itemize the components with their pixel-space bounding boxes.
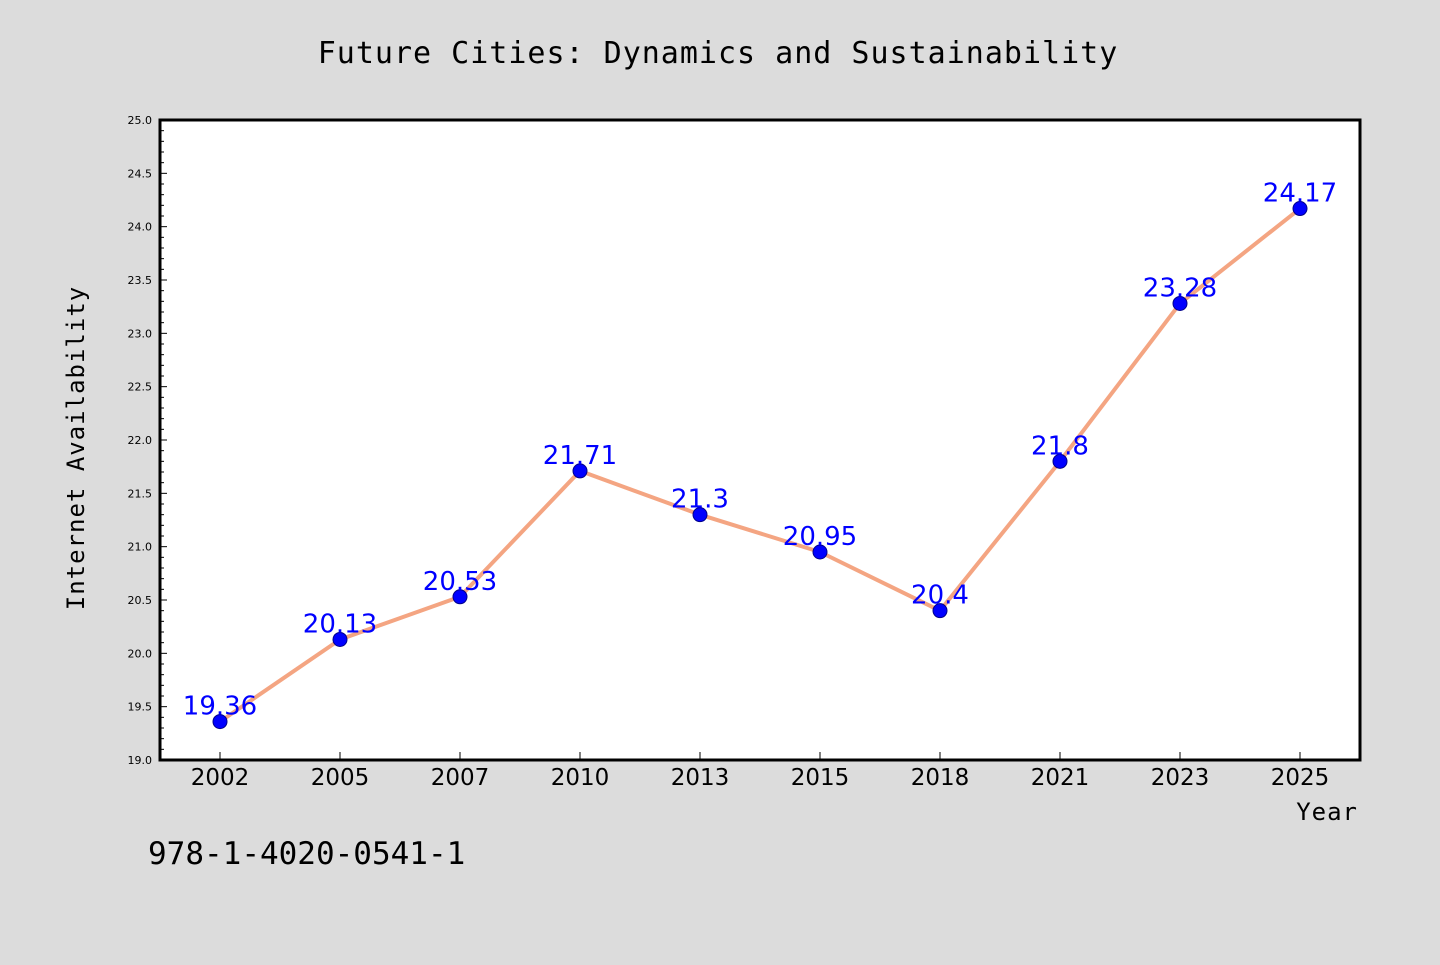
chart-title: Future Cities: Dynamics and Sustainabili…	[318, 36, 1119, 71]
series-line	[218, 206, 1302, 724]
data-label: 20.53	[423, 567, 497, 597]
data-point	[212, 714, 228, 730]
data-point	[692, 507, 708, 523]
data-labels: 19.36 20.13 20.53 21.71 21.3 20.95 20.4 21.8 23.…	[183, 179, 1337, 722]
data-label: 21.3	[671, 485, 729, 515]
x-axis-ticks: 2002 2005 2007 2010 2013 2015 2018 2021 2023 2025	[191, 752, 1330, 791]
y-tick-label: 22.5	[128, 381, 153, 394]
y-tick-label: 19.5	[128, 701, 153, 714]
y-tick-label: 19.0	[128, 754, 153, 767]
series-lines	[218, 206, 1302, 724]
y-tick-label: 24.5	[128, 167, 153, 180]
y-tick-label: 25.0	[128, 114, 153, 127]
data-point	[812, 544, 828, 560]
x-tick-label: 2018	[911, 765, 970, 791]
x-tick-label: 2015	[791, 765, 850, 791]
data-point	[1292, 201, 1308, 217]
y-tick-label: 23.5	[128, 274, 153, 287]
y-tick-label: 20.0	[128, 647, 153, 660]
y-tick-label: 20.5	[128, 594, 153, 607]
data-point	[452, 589, 468, 605]
series-markers	[212, 201, 1308, 730]
y-axis-ticks: 19.0 19.5 20.0 20.5 21.0 21.5 22.0 22.5 23.0 23.5…	[128, 114, 167, 767]
x-tick-label: 2013	[671, 765, 730, 791]
data-label: 24.17	[1263, 179, 1337, 209]
x-tick-label: 2007	[431, 765, 490, 791]
data-label: 20.13	[303, 609, 377, 639]
x-tick-label: 2010	[551, 765, 610, 791]
data-point	[1172, 295, 1188, 311]
data-label: 21.71	[543, 441, 617, 471]
data-point	[932, 603, 948, 619]
data-label: 21.8	[1031, 431, 1089, 461]
x-tick-label: 2023	[1151, 765, 1210, 791]
data-label: 20.95	[783, 522, 857, 552]
data-label: 20.4	[911, 581, 969, 611]
data-point	[572, 463, 588, 479]
data-label: 19.36	[183, 692, 257, 722]
y-tick-label: 24.0	[128, 221, 153, 234]
x-tick-label: 2002	[191, 765, 250, 791]
data-label: 23.28	[1143, 273, 1217, 303]
x-tick-label: 2021	[1031, 765, 1090, 791]
data-point	[1052, 453, 1068, 469]
y-tick-label: 21.5	[128, 487, 153, 500]
y-tick-label: 22.0	[128, 434, 153, 447]
y-axis-title: Internet Availability	[62, 286, 90, 610]
x-axis-title: Year	[1296, 798, 1358, 826]
data-point	[332, 631, 348, 647]
x-tick-label: 2005	[311, 765, 370, 791]
plot-area	[158, 118, 1362, 762]
y-tick-label: 23.0	[128, 327, 153, 340]
footnote-isbn: 978-1-4020-0541-1	[148, 836, 465, 872]
y-tick-label: 21.0	[128, 541, 153, 554]
x-tick-label: 2025	[1271, 765, 1330, 791]
